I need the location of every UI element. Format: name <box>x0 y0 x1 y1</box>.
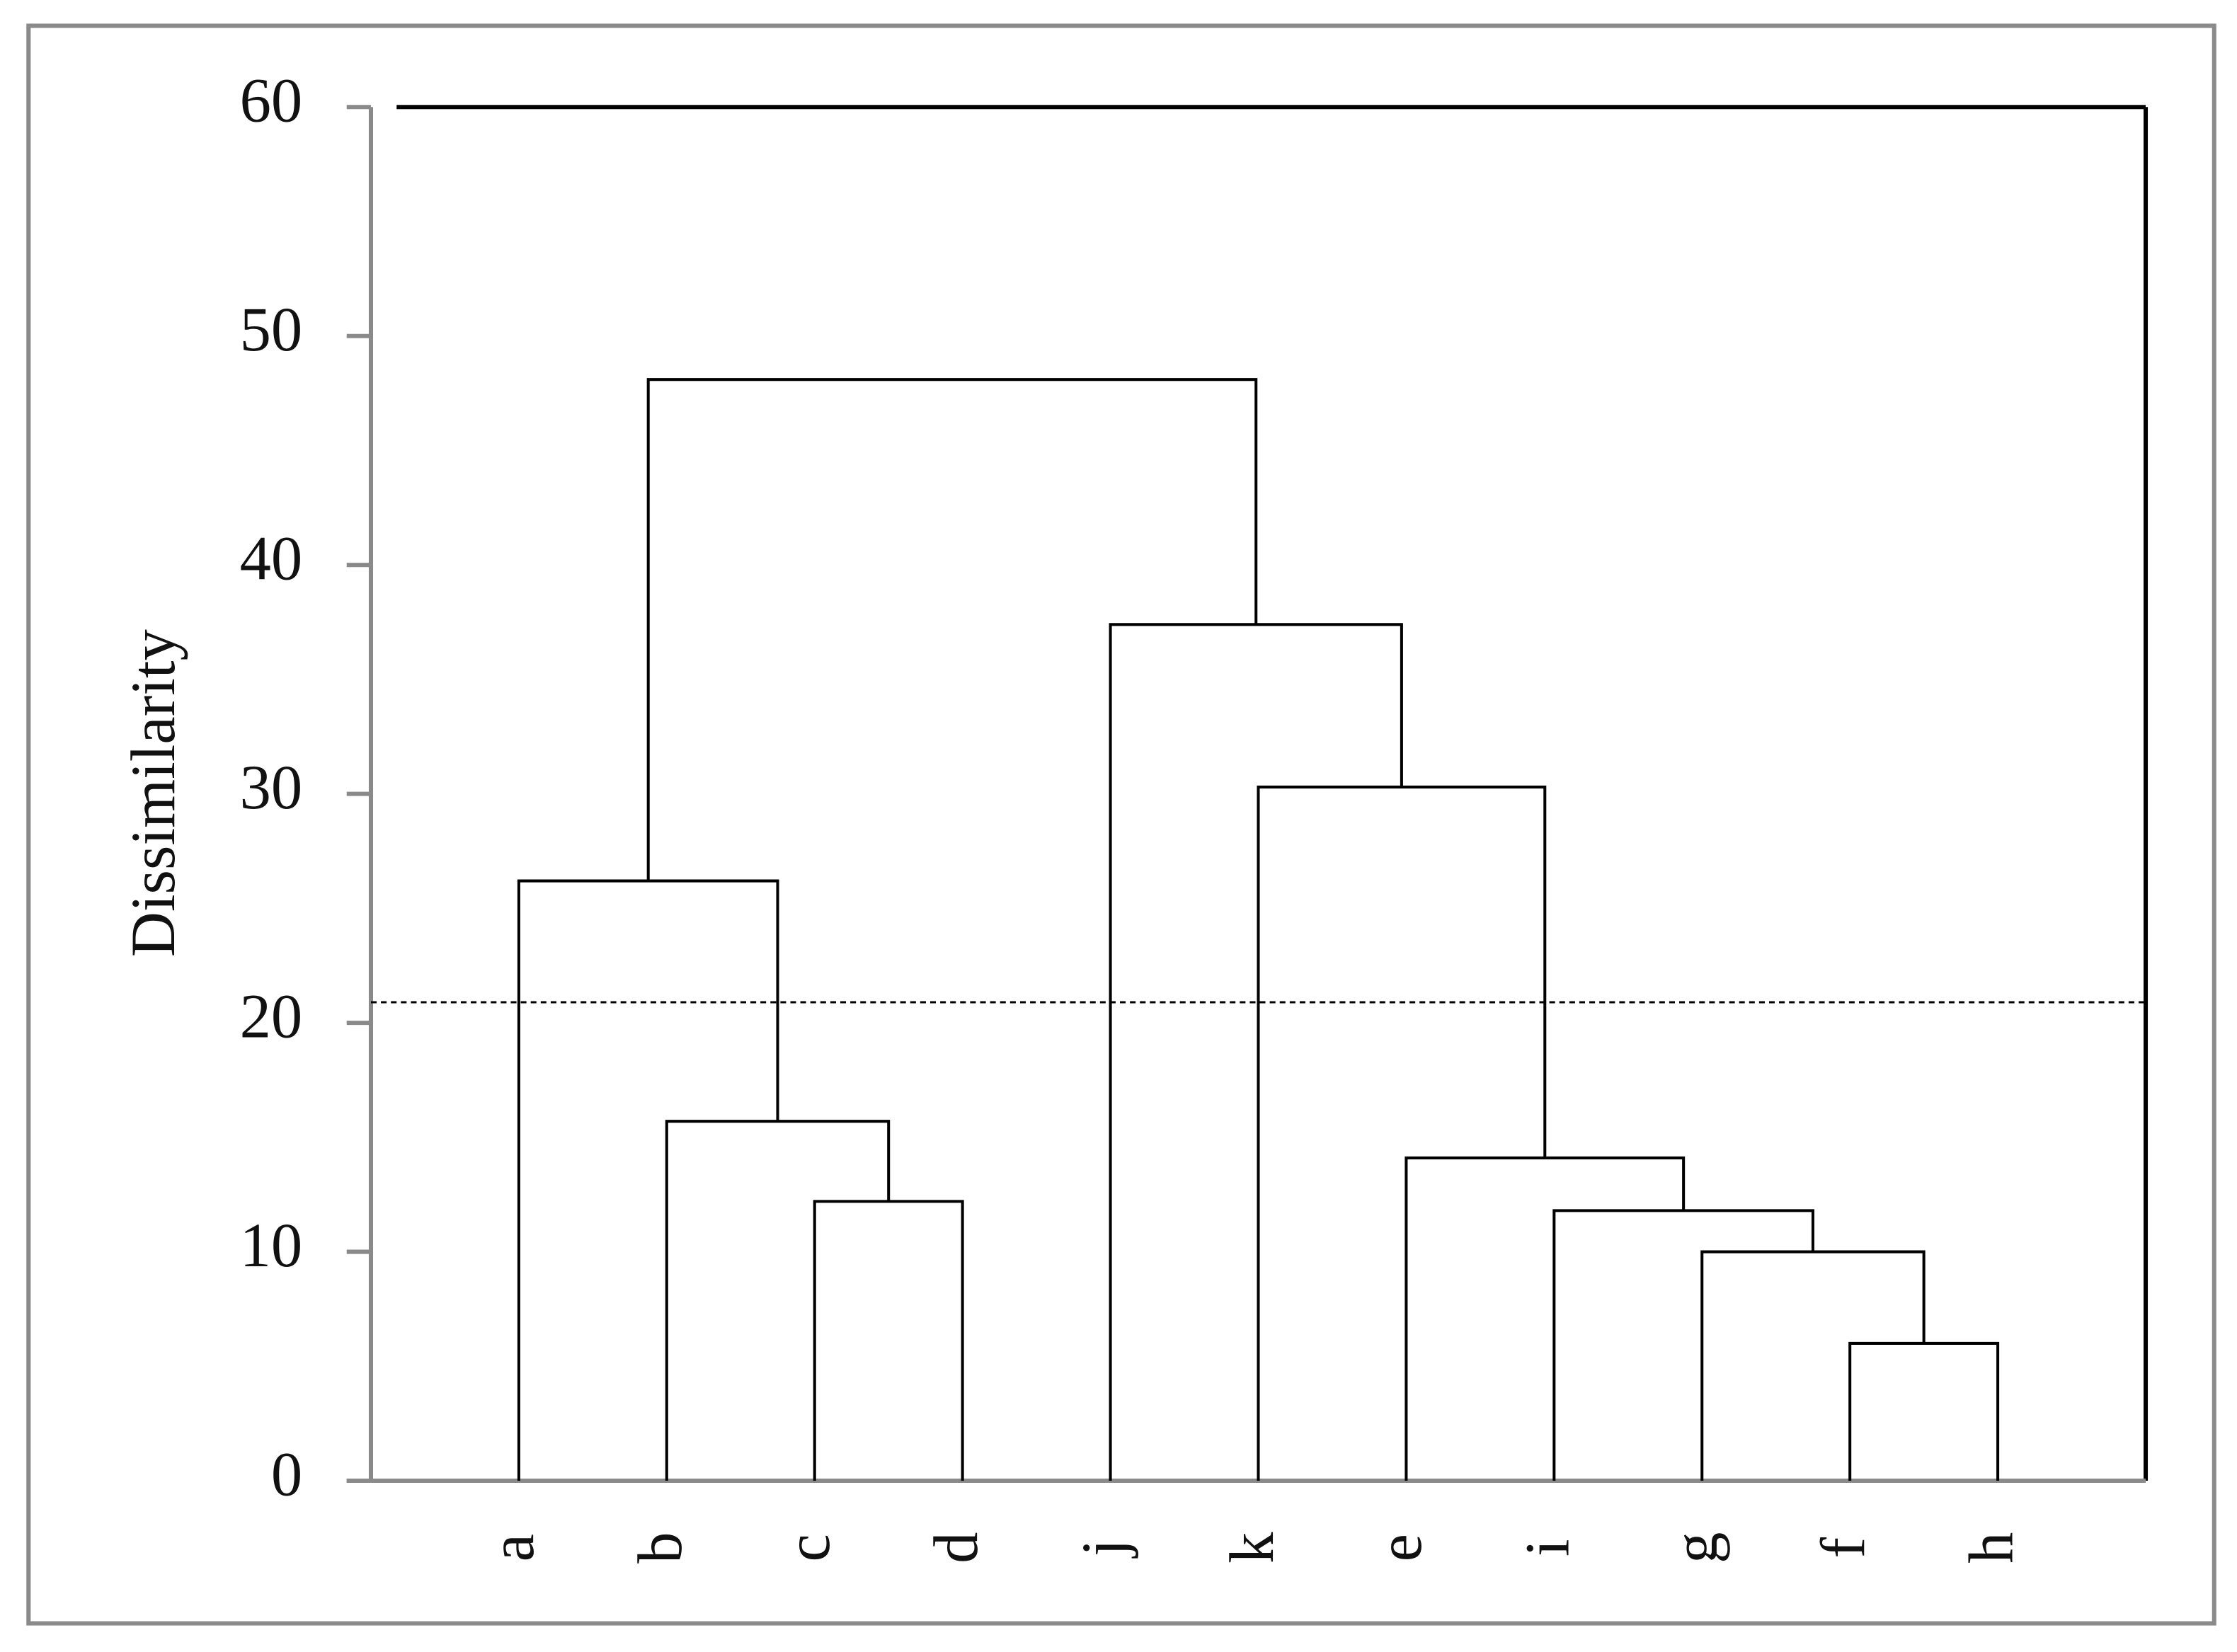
dendrogram-link <box>646 378 1258 881</box>
leaf-label: d <box>922 1532 991 1564</box>
chart-border <box>26 23 2216 1626</box>
leaf-label: g <box>1661 1532 1731 1564</box>
y-tick-label: 50 <box>240 295 303 365</box>
y-tick-label: 20 <box>240 982 303 1051</box>
leaf-label: f <box>1809 1537 1879 1559</box>
y-tick-label: 30 <box>240 753 303 822</box>
leaf-label: j <box>1070 1539 1139 1559</box>
leaf-label: c <box>774 1534 843 1561</box>
y-axis-label: Dissimilarity <box>119 629 188 957</box>
leaf-label: i <box>1514 1539 1583 1556</box>
y-tick-label: 0 <box>271 1440 302 1509</box>
y-tick-label: 60 <box>240 67 303 136</box>
leaf-label: k <box>1218 1532 1287 1564</box>
leaf-label: b <box>626 1532 695 1564</box>
y-tick-label: 10 <box>240 1211 303 1280</box>
leaf-label: a <box>478 1534 547 1561</box>
leaf-label: h <box>1957 1532 2026 1564</box>
y-tick-label: 40 <box>240 524 303 594</box>
leaf-label: e <box>1366 1534 1435 1561</box>
